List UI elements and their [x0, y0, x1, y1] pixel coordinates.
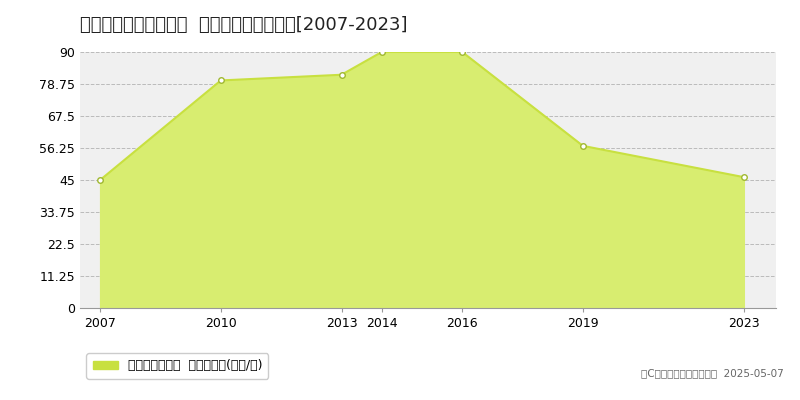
- Text: （C）土地価格ドットコム  2025-05-07: （C）土地価格ドットコム 2025-05-07: [642, 368, 784, 378]
- Legend: マンション価格  平均坪単価(万円/坪): マンション価格 平均坪単価(万円/坪): [86, 353, 268, 378]
- Text: 仙台市若林区三百人町  マンション価格推移[2007-2023]: 仙台市若林区三百人町 マンション価格推移[2007-2023]: [80, 16, 407, 34]
